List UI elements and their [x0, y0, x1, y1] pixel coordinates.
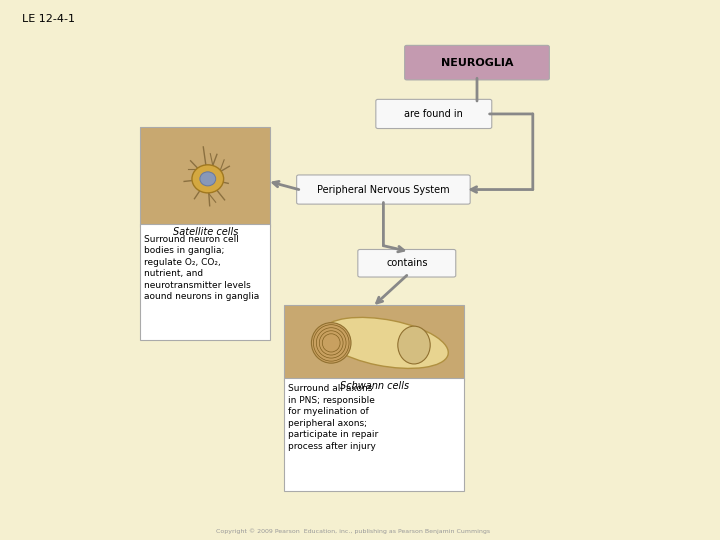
FancyBboxPatch shape — [284, 305, 464, 381]
Text: are found in: are found in — [405, 109, 463, 119]
Text: Copyright © 2009 Pearson  Education, inc., publishing as Pearson Benjamin Cummin: Copyright © 2009 Pearson Education, inc.… — [216, 528, 490, 534]
Text: Surround all axons
in PNS; responsible
for myelination of
peripheral axons;
part: Surround all axons in PNS; responsible f… — [288, 384, 378, 451]
Ellipse shape — [398, 326, 431, 364]
Text: Peripheral Nervous System: Peripheral Nervous System — [317, 185, 450, 194]
Text: LE 12-4-1: LE 12-4-1 — [22, 14, 75, 24]
FancyBboxPatch shape — [284, 378, 464, 491]
FancyBboxPatch shape — [297, 175, 470, 204]
FancyBboxPatch shape — [358, 249, 456, 277]
FancyBboxPatch shape — [140, 127, 270, 227]
Text: Satellite cells: Satellite cells — [173, 227, 238, 237]
Ellipse shape — [322, 318, 449, 368]
Ellipse shape — [311, 322, 351, 363]
Text: NEUROGLIA: NEUROGLIA — [441, 58, 513, 68]
Ellipse shape — [200, 172, 216, 186]
FancyBboxPatch shape — [376, 99, 492, 129]
Text: Schwann cells: Schwann cells — [340, 381, 409, 391]
Ellipse shape — [192, 165, 224, 193]
Text: contains: contains — [386, 258, 428, 268]
Text: Surround neuron cell
bodies in ganglia;
regulate O₂, CO₂,
nutrient, and
neurotra: Surround neuron cell bodies in ganglia; … — [144, 235, 259, 301]
FancyBboxPatch shape — [140, 224, 270, 340]
FancyBboxPatch shape — [405, 45, 549, 80]
